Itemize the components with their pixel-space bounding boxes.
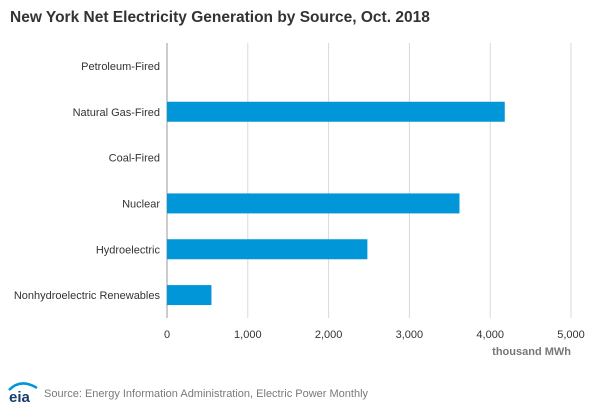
x-tick-label: 1,000 <box>234 329 262 341</box>
eia-logo: eia <box>8 382 38 404</box>
chart-title: New York Net Electricity Generation by S… <box>10 9 430 26</box>
x-tick-label: 4,000 <box>476 329 504 341</box>
category-label: Coal-Fired <box>109 153 160 165</box>
bar <box>167 239 368 260</box>
bar <box>167 193 460 214</box>
bar <box>167 101 505 122</box>
bar <box>167 285 212 306</box>
x-tick-label: 5,000 <box>557 329 585 341</box>
source-note: Source: Energy Information Administratio… <box>44 388 369 400</box>
x-tick-label: 2,000 <box>315 329 343 341</box>
logo-text: eia <box>9 389 31 404</box>
bar-chart: 0 1,000 2,000 3,000 4,000 5,000 Petroleum-Fire… <box>14 43 585 358</box>
x-tick-label: 3,000 <box>396 329 424 341</box>
category-label: Natural Gas-Fired <box>73 107 160 119</box>
x-tick-label: 0 <box>164 329 170 341</box>
category-label: Petroleum-Fired <box>81 61 160 73</box>
category-label: Hydroelectric <box>96 244 161 256</box>
x-axis-title: thousand MWh <box>492 346 571 358</box>
category-label: Nonhydroelectric Renewables <box>14 290 161 302</box>
category-label: Nuclear <box>122 198 160 210</box>
